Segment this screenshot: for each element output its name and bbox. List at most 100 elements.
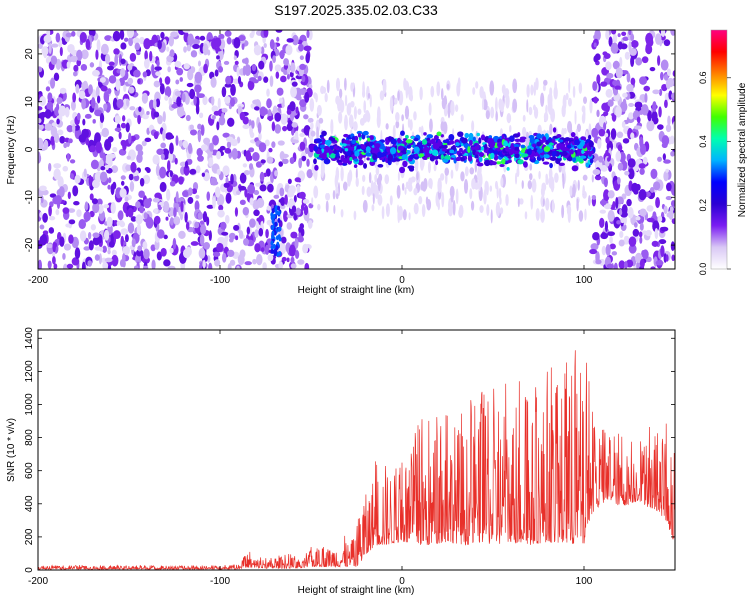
spectrogram-cell [48,205,52,217]
spectrogram-cell [427,161,431,174]
spectrogram-cell [672,70,675,77]
spectrogram-cell [275,71,280,79]
spectrogram-cell [169,180,176,187]
spectrogram-cell [642,156,648,165]
spectrogram-cell [615,150,622,162]
spectrogram-cell [38,43,43,49]
spectrogram-cell [182,190,189,198]
spectrogram-cell [175,79,180,85]
spectrogram-cell [200,124,205,136]
spectrogram-cell [628,168,635,180]
spectrogram-cell [521,180,524,189]
spectrogram-cell [528,106,533,116]
spectrogram-cell [257,122,262,134]
spectrogram-cell [533,81,537,96]
spectrogram-cell [242,124,250,130]
spectrogram-cell [73,71,78,77]
spectrogram-cell [99,246,104,252]
spectrogram-cell [294,177,301,183]
spectrogram-cell [352,121,358,132]
spectrogram-cell [663,74,669,81]
spectrogram-cell [225,192,232,204]
spectrogram-cell [55,32,61,43]
spectrogram-cell [183,164,190,176]
spectrogram-cell [395,111,400,122]
spectrogram-y-label: Frequency (Hz) [6,116,17,185]
spectrogram-cell [542,198,545,207]
spectrogram-cell [593,55,599,63]
spectrogram-cell [313,158,317,165]
spectrogram-cell [476,162,484,167]
spectrogram-cell [407,183,413,192]
spectrogram-cell [382,78,387,94]
spectrogram-cell [348,114,354,129]
spectrogram-cell [189,88,196,100]
spectrogram-cell [527,180,532,190]
spectrogram-cell [442,139,449,144]
spectrogram-cell [396,185,401,199]
spectrogram-cell [666,182,672,192]
spectrogram-cell [459,156,466,162]
spectrogram-cell [249,131,255,139]
snr-x-tick-label: -200 [28,576,48,587]
spectrogram-cell [286,109,292,115]
spectrogram-cell [187,33,194,46]
spectrogram-cell [530,194,534,210]
spectrogram-cell [372,153,378,161]
spectrogram-cell [331,137,336,142]
spectrogram-cell [537,124,542,137]
spectrogram-cell [90,224,97,231]
spectrogram-cell [381,205,385,220]
spectrogram-cell [264,139,270,147]
spectrogram-cell [598,128,606,137]
spectrogram-cell [543,79,548,86]
spectrogram-cell [407,117,411,128]
spectrogram-cell [42,212,48,223]
spectrogram-cell [642,249,649,260]
spectrogram-cell [643,85,651,92]
spectrogram-cell [494,180,498,190]
spectrogram-cell [522,114,526,122]
spectrogram-cell [500,177,504,188]
spectrogram-cell [274,249,278,255]
colorbar [710,29,728,270]
spectrogram-cell [469,188,473,200]
spectrogram-cell [284,194,288,205]
spectrogram-cell [371,204,375,212]
spectrogram-cell [663,159,671,164]
spectrogram-cell [409,119,413,131]
spectrogram-cell [56,118,60,125]
spectrogram-cell [472,87,476,95]
spectrogram-cell [241,42,245,51]
spectrogram-cell [230,83,236,96]
spectrogram-cell [420,125,424,137]
spectrogram-cell [332,189,336,200]
spectrogram-cell [152,154,160,165]
spectrogram-cell [50,135,55,146]
spectrogram-cell [622,36,629,41]
spectrogram-cell [291,139,299,144]
spectrogram-cell [672,121,675,131]
spectrogram-cell [262,185,267,192]
spectrogram-cell [549,162,553,169]
spectrogram-cell [38,123,44,131]
spectrogram-cell [529,173,533,181]
spectrogram-cell [620,217,625,224]
spectrogram-cell [639,236,643,244]
spectrogram-cell [174,90,181,97]
spectrogram-cell [226,141,232,149]
spectrogram-cell [340,208,344,218]
spectrogram-cell [285,44,293,56]
spectrogram-cell [302,198,310,204]
spectrogram-cell [253,106,260,111]
spectrogram-cell [440,121,445,132]
spectrogram-cell [594,30,601,41]
spectrogram-cell [397,90,400,101]
spectrogram-cell [363,163,368,169]
spectrogram-cell [299,99,307,108]
spectrogram-cell [269,60,273,72]
spectrogram-cell [480,146,485,151]
spectrogram-cell [100,85,108,92]
spectrogram-cell [405,139,413,144]
